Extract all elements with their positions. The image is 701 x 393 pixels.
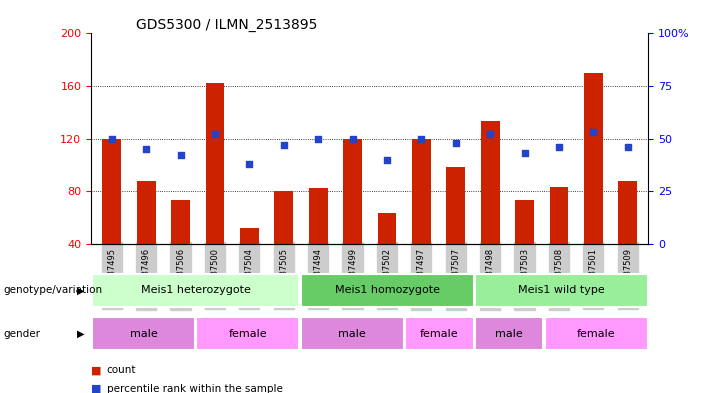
Bar xyxy=(301,318,404,350)
Bar xyxy=(92,318,195,350)
Point xyxy=(106,135,117,141)
Point xyxy=(175,152,186,158)
Text: gender: gender xyxy=(4,329,41,339)
Point xyxy=(484,131,496,138)
Text: ▶: ▶ xyxy=(77,329,84,339)
Bar xyxy=(481,121,500,244)
Point xyxy=(244,161,255,167)
Text: male: male xyxy=(130,329,157,339)
Point xyxy=(553,144,564,150)
Point xyxy=(587,129,599,135)
Bar xyxy=(308,189,327,244)
Bar xyxy=(412,138,431,244)
Text: Meis1 wild type: Meis1 wild type xyxy=(518,285,605,296)
Text: Meis1 homozygote: Meis1 homozygote xyxy=(334,285,440,296)
Point xyxy=(416,135,427,141)
Text: ■: ■ xyxy=(91,384,102,393)
Bar xyxy=(92,274,299,307)
Bar xyxy=(545,318,648,350)
Bar xyxy=(405,318,474,350)
Point xyxy=(347,135,358,141)
Point xyxy=(450,140,461,146)
Text: ■: ■ xyxy=(91,365,102,375)
Bar xyxy=(102,138,121,244)
Point xyxy=(622,144,634,150)
Bar xyxy=(475,274,648,307)
Point xyxy=(278,142,290,148)
Bar xyxy=(205,83,224,244)
Text: female: female xyxy=(420,329,458,339)
Bar xyxy=(515,200,534,244)
Bar xyxy=(447,167,465,244)
Bar xyxy=(378,213,397,244)
Bar xyxy=(343,138,362,244)
Text: count: count xyxy=(107,365,136,375)
Text: female: female xyxy=(577,329,615,339)
Text: Meis1 heterozygote: Meis1 heterozygote xyxy=(141,285,250,296)
Point xyxy=(381,156,393,163)
Point xyxy=(313,135,324,141)
Bar xyxy=(240,228,259,244)
Point xyxy=(210,131,221,138)
Bar xyxy=(137,180,156,244)
Bar xyxy=(584,73,603,244)
Text: genotype/variation: genotype/variation xyxy=(4,285,102,296)
Text: female: female xyxy=(229,329,267,339)
Point xyxy=(141,146,152,152)
Text: percentile rank within the sample: percentile rank within the sample xyxy=(107,384,283,393)
Text: male: male xyxy=(339,329,366,339)
Bar xyxy=(274,191,293,244)
Bar xyxy=(550,187,569,244)
Text: GDS5300 / ILMN_2513895: GDS5300 / ILMN_2513895 xyxy=(136,18,317,32)
Point xyxy=(519,150,530,156)
Bar xyxy=(301,274,474,307)
Text: male: male xyxy=(495,329,523,339)
Bar xyxy=(171,200,190,244)
Bar xyxy=(618,180,637,244)
Text: ▶: ▶ xyxy=(77,285,84,296)
Bar xyxy=(475,318,543,350)
Bar xyxy=(196,318,299,350)
